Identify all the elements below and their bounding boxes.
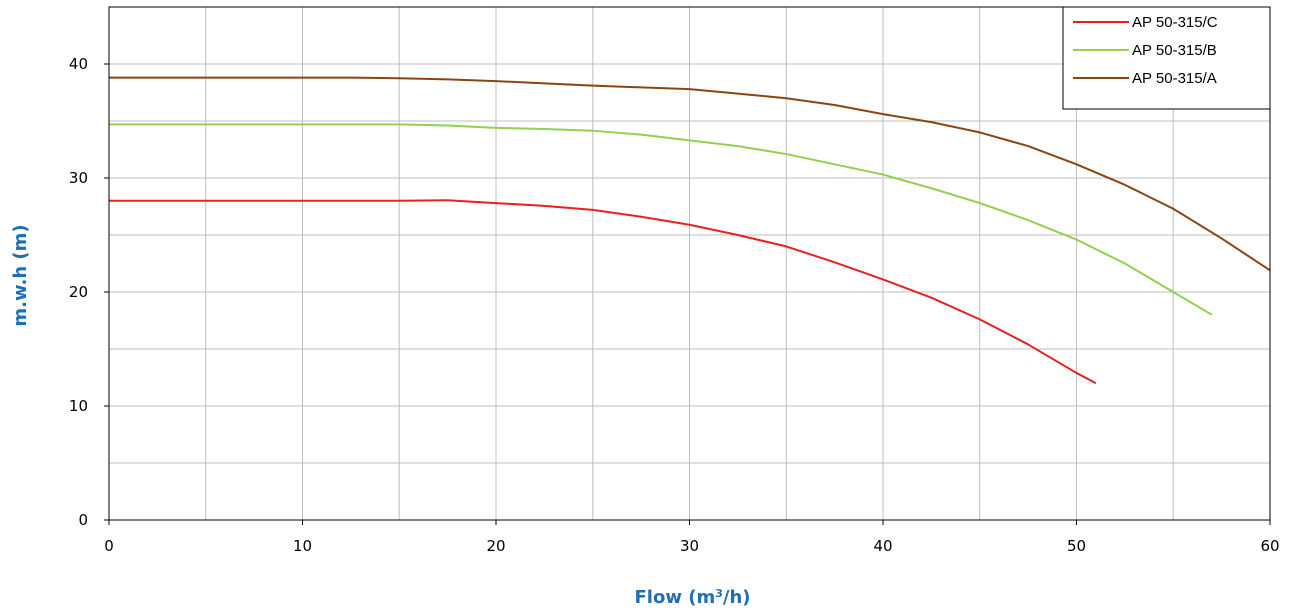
series-lines bbox=[109, 76, 1271, 385]
x-tick-label: 0 bbox=[104, 537, 114, 555]
x-tick-label: 50 bbox=[1067, 537, 1086, 555]
x-tick-label: 40 bbox=[873, 537, 892, 555]
legend-label: AP 50-315/B bbox=[1132, 42, 1217, 59]
y-tick-label: 10 bbox=[69, 397, 88, 415]
y-tick-label: 0 bbox=[78, 511, 88, 529]
x-tick-label: 60 bbox=[1260, 537, 1279, 555]
x-tick-label: 30 bbox=[680, 537, 699, 555]
x-axis-ticks: 0 10 20 30 40 50 60 bbox=[104, 520, 1280, 555]
series-line-2 bbox=[109, 123, 1213, 316]
x-tick-label: 20 bbox=[486, 537, 505, 555]
x-tick-label: 10 bbox=[293, 537, 312, 555]
y-tick-label: 30 bbox=[69, 169, 88, 187]
legend: AP 50-315/C AP 50-315/B AP 50-315/A bbox=[1062, 6, 1271, 110]
y-tick-label: 20 bbox=[69, 283, 88, 301]
series-line-1 bbox=[109, 199, 1097, 385]
legend-label: AP 50-315/A bbox=[1132, 70, 1217, 87]
legend-box bbox=[1062, 6, 1271, 110]
series-line-3 bbox=[109, 76, 1271, 272]
y-axis-title: m.w.h (m) bbox=[10, 224, 31, 326]
legend-label: AP 50-315/C bbox=[1132, 14, 1218, 31]
x-axis-title: Flow (m3/h) bbox=[635, 587, 751, 609]
y-axis-ticks: 0 10 20 30 40 bbox=[69, 55, 109, 529]
y-tick-label: 40 bbox=[69, 55, 88, 73]
